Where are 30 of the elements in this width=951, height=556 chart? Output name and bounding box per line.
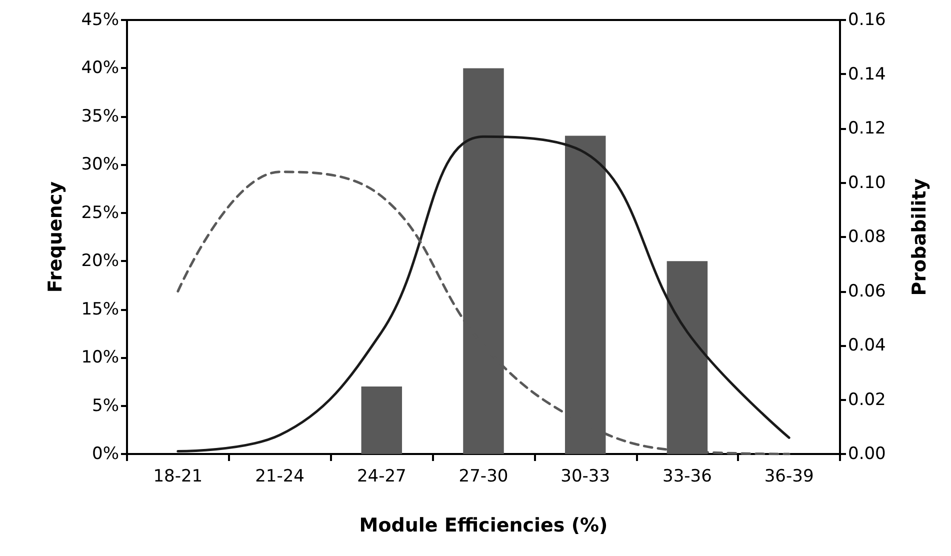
y2-tick-label: 0.08 — [848, 227, 886, 247]
y2-tick-label: 0.12 — [848, 118, 886, 138]
y-tick-label: 45% — [81, 10, 119, 30]
x-tick-label: 33-36 — [662, 466, 712, 486]
x-tick-label: 30-33 — [560, 466, 610, 486]
y2-tick-label: 0.16 — [848, 10, 886, 30]
x-tick-label: 18-21 — [153, 466, 203, 486]
y-tick-label: 15% — [81, 299, 119, 320]
bar — [361, 386, 402, 454]
x-tick-label: 21-24 — [255, 466, 304, 486]
y-tick-label: 25% — [81, 202, 119, 223]
y2-tick-label: 0.10 — [848, 172, 886, 193]
y2-tick-label: 0.02 — [848, 390, 886, 410]
y2-tick-label: 0.00 — [848, 444, 886, 464]
y2-tick-label: 0.06 — [848, 281, 886, 302]
y-tick-label: 10% — [81, 348, 119, 368]
x-axis-title: Module Efficiencies (%) — [359, 514, 608, 536]
y-tick-label: 20% — [81, 251, 119, 272]
y-tick-label: 30% — [81, 154, 119, 175]
y-tick-label: 35% — [81, 106, 119, 126]
y-tick-label: 5% — [92, 396, 119, 416]
y2-tick-label: 0.14 — [848, 64, 886, 84]
y-tick-label: 40% — [81, 58, 119, 78]
x-tick-label: 36-39 — [764, 466, 814, 486]
x-tick-label: 27-30 — [458, 466, 508, 486]
x-tick-label: 24-27 — [356, 466, 406, 486]
y-axis-title: Frequency — [44, 180, 66, 293]
y2-axis-title: Probability — [908, 178, 930, 296]
y2-tick-label: 0.04 — [848, 336, 886, 356]
y-tick-label: 0% — [92, 444, 119, 464]
